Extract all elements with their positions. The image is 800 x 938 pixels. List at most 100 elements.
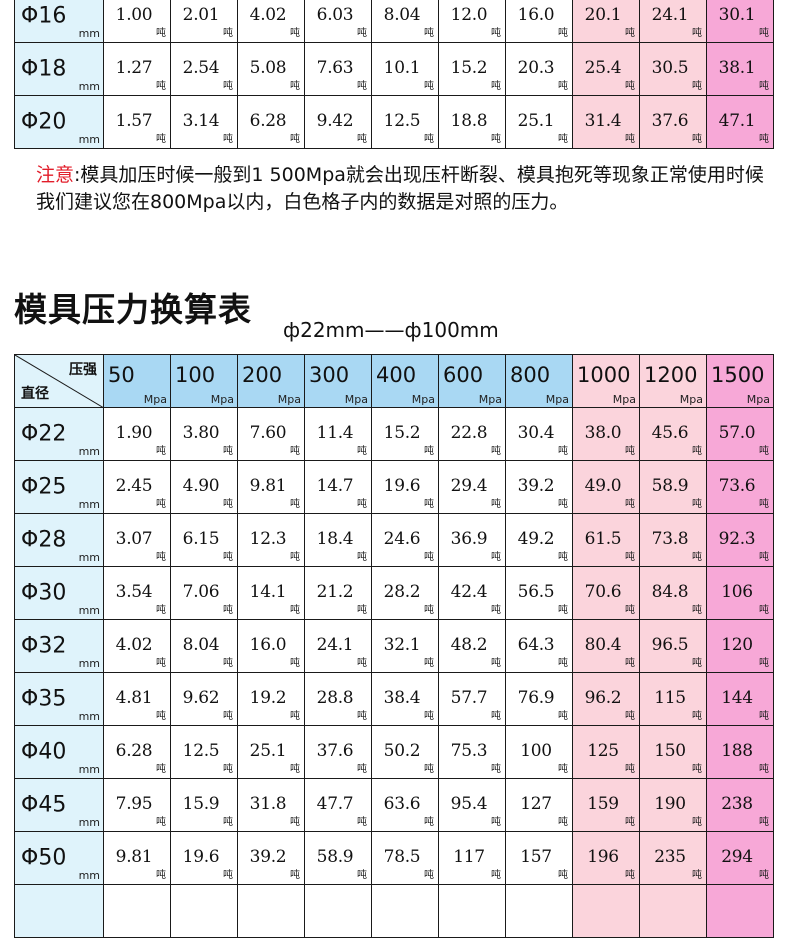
ton-unit: 吨 [692, 870, 702, 881]
force-cell: 75.3 吨 [438, 725, 506, 779]
ton-unit: 吨 [290, 446, 300, 457]
force-cell: 12.0 吨 [438, 0, 506, 43]
force-value: 39.2 [249, 847, 287, 868]
force-cell: 9.62 吨 [170, 672, 238, 726]
force-value: 16.0 [249, 635, 287, 656]
force-cell: 9.81 吨 [103, 831, 171, 885]
force-value: 120 [721, 635, 753, 656]
force-cell: 96.5 吨 [639, 619, 707, 673]
table-row: Φ16 mm 1.00 吨 2.01 吨 4.02 吨 6.03 吨 8.04 吨 12.0 吨 16.0 吨… [14, 0, 774, 43]
force-cell: 15.2 吨 [438, 42, 506, 96]
ton-unit: 吨 [491, 81, 501, 92]
diameter-value: Φ18 [21, 56, 67, 82]
ton-unit: 吨 [290, 817, 300, 828]
diameter-value: Φ50 [21, 845, 67, 871]
empty-cell [237, 884, 305, 938]
force-cell: 2.45 吨 [103, 460, 171, 514]
ton-unit: 吨 [759, 28, 769, 39]
force-value: 190 [654, 794, 686, 815]
ton-unit: 吨 [692, 134, 702, 145]
force-cell: 9.81 吨 [237, 460, 305, 514]
empty-cell [103, 884, 171, 938]
force-cell: 12.5 吨 [371, 95, 439, 149]
ton-unit: 吨 [156, 817, 166, 828]
diameter-cell: Φ18 mm [14, 42, 104, 96]
ton-unit: 吨 [357, 81, 367, 92]
ton-unit: 吨 [290, 81, 300, 92]
diameter-value: Φ25 [21, 474, 67, 500]
ton-unit: 吨 [759, 817, 769, 828]
mm-unit: mm [78, 816, 100, 829]
ton-unit: 吨 [491, 28, 501, 39]
ton-unit: 吨 [156, 446, 166, 457]
top-pressure-table: Φ16 mm 1.00 吨 2.01 吨 4.02 吨 6.03 吨 8.04 吨 12.0 吨 16.0 吨… [14, 0, 774, 149]
table-row: Φ25 mm 2.45 吨 4.90 吨 9.81 吨 14.7 吨 19.6 吨 29.4 吨 39.2 吨… [14, 460, 774, 514]
diameter-cell: Φ30 mm [14, 566, 104, 620]
force-cell: 19.6 吨 [170, 831, 238, 885]
mm-unit: mm [78, 445, 100, 458]
force-value: 18.8 [450, 111, 488, 132]
table-row-partial [14, 884, 774, 938]
ton-unit: 吨 [290, 711, 300, 722]
force-value: 1.00 [115, 5, 153, 26]
ton-unit: 吨 [223, 870, 233, 881]
force-value: 30.5 [651, 58, 689, 79]
ton-unit: 吨 [290, 764, 300, 775]
force-cell: 24.6 吨 [371, 513, 439, 567]
force-cell: 10.1 吨 [371, 42, 439, 96]
pressure-conversion-table: 压强 直径 50 Mpa 100 Mpa 200 Mpa 300 Mpa 400 Mpa 600 Mp… [14, 354, 774, 938]
ton-unit: 吨 [223, 711, 233, 722]
empty-cell [304, 884, 372, 938]
diameter-value: Φ22 [21, 421, 67, 447]
ton-unit: 吨 [223, 817, 233, 828]
force-cell: 100 吨 [505, 725, 573, 779]
force-value: 58.9 [316, 847, 354, 868]
force-cell: 92.3 吨 [706, 513, 774, 567]
force-cell: 14.7 吨 [304, 460, 372, 514]
mpa-unit: Mpa [277, 393, 301, 406]
force-value: 188 [721, 741, 753, 762]
ton-unit: 吨 [491, 817, 501, 828]
force-value: 92.3 [718, 529, 756, 550]
force-value: 73.6 [718, 476, 756, 497]
ton-unit: 吨 [625, 711, 635, 722]
force-cell: 47.7 吨 [304, 778, 372, 832]
diameter-cell: Φ35 mm [14, 672, 104, 726]
page-title: 模具压力换算表 [14, 290, 252, 329]
ton-unit: 吨 [156, 711, 166, 722]
force-value: 11.4 [316, 423, 354, 444]
ton-unit: 吨 [290, 499, 300, 510]
force-value: 21.2 [316, 582, 354, 603]
force-cell: 19.6 吨 [371, 460, 439, 514]
ton-unit: 吨 [156, 658, 166, 669]
ton-unit: 吨 [558, 446, 568, 457]
pressure-value: 1500 [711, 363, 765, 387]
force-value: 4.02 [249, 5, 287, 26]
force-value: 15.2 [383, 423, 421, 444]
ton-unit: 吨 [357, 446, 367, 457]
force-cell: 16.0 吨 [237, 619, 305, 673]
ton-unit: 吨 [625, 446, 635, 457]
force-value: 15.2 [450, 58, 488, 79]
force-value: 30.4 [517, 423, 555, 444]
force-value: 3.54 [115, 582, 153, 603]
pressure-value: 100 [175, 363, 216, 387]
note-text: :模具加压时候一般到1 500Mpa就会出现压杆断裂、模具抱死等现象正常使用时候… [36, 164, 764, 213]
force-cell: 157 吨 [505, 831, 573, 885]
force-value: 7.06 [182, 582, 220, 603]
ton-unit: 吨 [759, 605, 769, 616]
table-row: Φ30 mm 3.54 吨 7.06 吨 14.1 吨 21.2 吨 28.2 吨 42.4 吨 56.5 吨… [14, 566, 774, 620]
force-cell: 47.1 吨 [706, 95, 774, 149]
ton-unit: 吨 [692, 605, 702, 616]
ton-unit: 吨 [692, 817, 702, 828]
ton-unit: 吨 [692, 764, 702, 775]
ton-unit: 吨 [558, 552, 568, 563]
force-cell: 127 吨 [505, 778, 573, 832]
force-value: 22.8 [450, 423, 488, 444]
ton-unit: 吨 [156, 552, 166, 563]
force-value: 49.2 [517, 529, 555, 550]
force-cell: 12.5 吨 [170, 725, 238, 779]
force-value: 235 [654, 847, 686, 868]
mm-unit: mm [78, 551, 100, 564]
force-cell: 96.2 吨 [572, 672, 640, 726]
